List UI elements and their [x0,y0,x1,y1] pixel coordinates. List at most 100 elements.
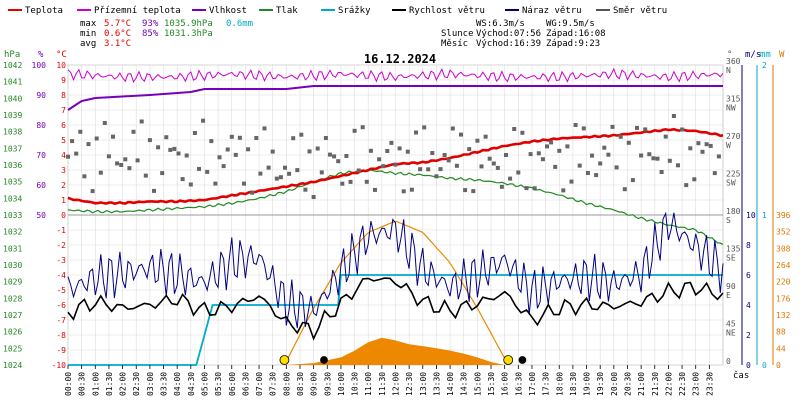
time-tick-label: 10:00 [337,372,346,396]
time-tick-label: 07:00 [255,372,264,396]
wind-direction-dot [201,118,206,123]
hpa-tick-label: 1038 [3,128,22,137]
wind-direction-dot [332,154,337,159]
temperature-tick-label: -5 [56,286,66,295]
percent-tick-label: 100 [32,61,47,70]
wind-direction-dot [716,154,721,159]
wind-direction-dot [561,188,566,193]
direction-tick-label: 135 [726,245,741,254]
wind-direction-dot [147,138,152,143]
wind-direction-dot [680,127,685,132]
time-tick-label: 09:00 [310,372,319,396]
wind-direction-dot [377,157,382,162]
wind-direction-dot [168,147,173,152]
time-tick-label: 21:30 [651,372,660,396]
percent-tick-label: 90 [36,91,46,100]
wind-direction-dot [98,170,103,175]
temperature-tick-label: 10 [56,61,66,70]
wind-direction-dot [131,129,136,134]
time-tick-label: 22:30 [678,372,687,396]
radiation-tick-label: 132 [776,311,791,320]
wind-direction-dot [323,136,328,140]
time-tick-label: 17:00 [528,372,537,396]
wind-speed-tick-label: 2 [746,331,751,340]
stats-panel: max 5.7°C 93% 1035.9hPa 0.6mm min 0.6°C … [80,19,606,49]
time-tick-label: 20:30 [624,372,633,396]
hpa-tick-label: 1026 [3,328,22,337]
wind-direction-dot [315,146,320,151]
axis-unit-ms: m/s [745,50,761,60]
wind-direction-dot [696,141,701,146]
wind-direction-dot [581,126,586,131]
legend-label: Vlhkost [209,6,247,16]
percent-tick-label: 80 [36,121,46,130]
time-tick-label: 22:00 [664,372,673,396]
wind-direction-dot [381,164,386,169]
hpa-tick-label: 1024 [3,361,22,370]
wind-direction-dot [307,149,312,154]
wind-direction-dot [106,154,111,159]
wind-direction-dot [278,175,283,180]
wind-direction-dot [475,138,480,143]
direction-tick-label: 225 [726,170,741,179]
hpa-tick-label: 1031 [3,244,22,253]
wind-direction-dot [708,143,713,148]
temperature-tick-label: -2 [56,241,66,250]
time-tick-label: 21:00 [637,372,646,396]
series-humidity [67,85,723,111]
wind-direction-dot [540,157,545,162]
temperature-tick-label: -3 [56,256,66,265]
hpa-tick-label: 1034 [3,194,22,203]
wind-direction-dot [246,147,251,152]
wind-direction-dot [598,161,603,166]
hpa-tick-label: 1041 [3,78,22,87]
wind-direction-dot [692,177,697,182]
time-tick-label: 18:00 [555,372,564,396]
radiation-tick-label: 0 [776,361,781,370]
grid [67,64,724,366]
wind-direction-dot [442,153,447,157]
axis-unit-degree: ° [727,50,732,60]
wind-direction-dot [414,130,418,135]
wind-direction-dot [164,135,169,140]
wind-direction-dot [655,156,660,161]
time-tick-label: 07:30 [269,372,278,396]
radiation-tick-label: 264 [776,261,791,270]
temperature-tick-label: 0 [61,211,66,220]
wind-direction-dot [373,187,377,192]
wind-direction-dot [418,167,423,172]
direction-tick-label: 180 [726,207,741,216]
wind-direction-dot [434,174,439,179]
wind-direction-dot [139,119,144,124]
stat-min-label: min [80,29,96,39]
time-tick-label: 01:00 [91,372,100,396]
wind-direction-dot [577,163,582,168]
time-tick-label: 03:00 [146,372,155,396]
wind-direction-dot [237,135,242,140]
temperature-tick-label: 2 [61,181,66,190]
wind-direction-dot [504,153,508,157]
wind-direction-dot [565,144,570,149]
wind-direction-dot [221,164,226,169]
time-tick-label: 23:30 [705,372,714,396]
wind-direction-dot [483,134,488,139]
direction-tick-name: SE [726,254,736,263]
hpa-tick-label: 1025 [3,344,22,353]
temperature-tick-label: -9 [56,346,66,355]
wind-direction-dot [135,158,140,163]
axis-unit-hpa: hPa [4,50,20,60]
wind-direction-dot [553,164,558,169]
wind-direction-dot [667,158,672,163]
stat-max-hum: 93% [142,19,159,29]
wind-direction-dot [585,171,590,175]
wind-direction-dot [479,164,484,169]
stat-avg-temp: 3.1°C [104,39,131,49]
hpa-tick-label: 1030 [3,261,22,270]
wind-direction-dot [266,165,271,170]
wind-direction-dot [630,178,635,183]
hpa-tick-label: 1039 [3,111,22,120]
time-tick-label: 15:30 [487,372,496,396]
wind-speed-tick-label: 0 [746,361,751,370]
direction-tick-name: N [726,66,731,75]
